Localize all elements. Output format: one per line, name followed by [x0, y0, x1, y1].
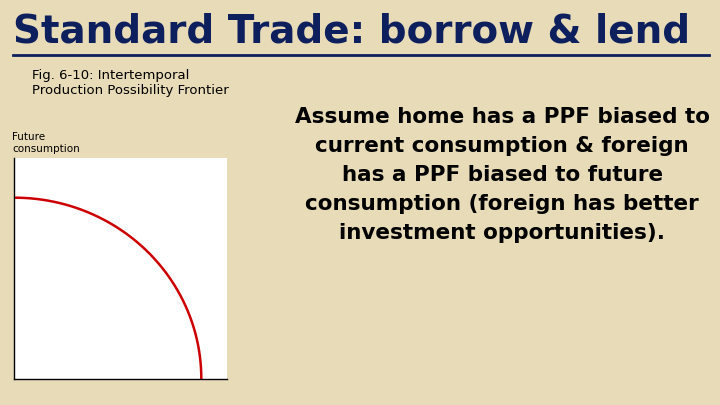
Text: Assume home has a PPF biased to
current consumption & foreign
has a PPF biased t: Assume home has a PPF biased to current …: [294, 107, 710, 243]
Text: Standard Trade: borrow & lend: Standard Trade: borrow & lend: [13, 12, 690, 50]
Text: Future
consumption: Future consumption: [12, 132, 80, 153]
Text: Fig. 6-10: Intertemporal
Production Possibility Frontier: Fig. 6-10: Intertemporal Production Poss…: [32, 69, 229, 97]
